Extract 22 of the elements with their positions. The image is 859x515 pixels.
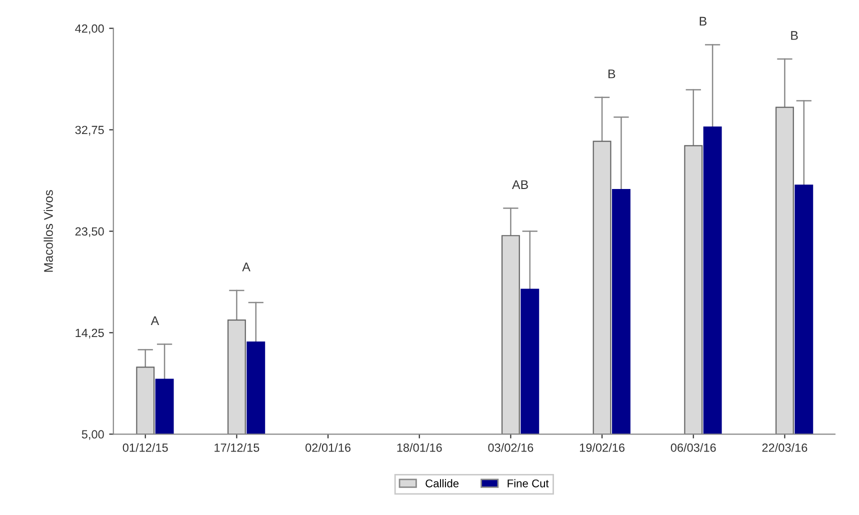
legend-label: Fine Cut (508, 479, 549, 488)
y-tick-label: 5,00 (82, 430, 104, 440)
x-tick-label: 03/02/16 (488, 443, 534, 452)
y-tick-label: 14,25 (76, 328, 104, 338)
x-tick-label: 17/12/15 (214, 443, 260, 452)
x-tick-label: 06/03/16 (670, 443, 716, 452)
x-tick-label: 19/02/16 (580, 443, 624, 452)
annotation: A (150, 316, 160, 325)
text: B (700, 16, 706, 26)
annotation: A (242, 262, 250, 272)
x-tick-label: 02/01/16 (306, 443, 350, 452)
y-tick-label: 32,75 (75, 126, 104, 136)
y-axis-title: Macollos Vivos (44, 190, 53, 272)
x-tick-label: 18/01/16 (397, 443, 442, 452)
legend-label: Callide (426, 479, 459, 488)
y-tick-label: 23,50 (75, 227, 104, 238)
annotation: B (791, 31, 798, 40)
x-tick-label: 22/03/16 (762, 443, 808, 452)
x-tick-label: 01/12/15 (122, 443, 168, 452)
annotation: AB (512, 180, 528, 189)
annotation: B (608, 70, 616, 78)
y-tick-label: 42,00 (75, 24, 104, 34)
